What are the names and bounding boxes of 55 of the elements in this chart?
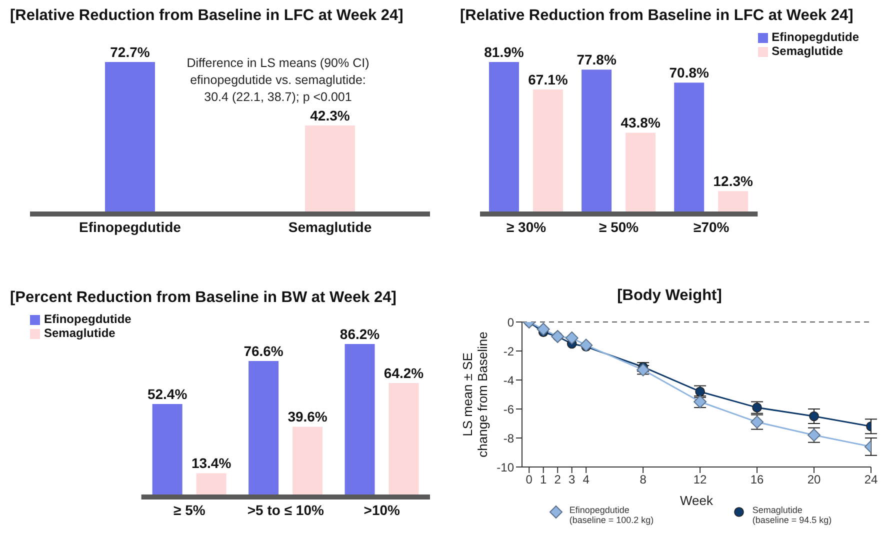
x-tick-label: 2: [554, 472, 562, 487]
data-label: 39.6%: [288, 408, 328, 425]
x-tick-label: Semaglutide: [288, 218, 372, 235]
x-tick-label: 1: [540, 472, 548, 487]
y-axis-title: LS mean ± SE change from Baseline: [460, 332, 490, 458]
legend-label: Semaglutide: [772, 44, 844, 58]
point: [536, 322, 550, 336]
data-label: 76.6%: [244, 343, 284, 360]
data-label: 70.8%: [669, 64, 710, 81]
x-tick-label: 4: [582, 472, 590, 487]
chart-title: [Relative Reduction from Baseline in LFC at Week 24]: [460, 7, 854, 24]
legend-label: Efinopegdutide: [772, 30, 859, 44]
data-label: 52.4%: [147, 386, 188, 402]
y-tick-label: -6: [503, 402, 514, 416]
x-tick-label: 24: [864, 472, 878, 487]
data-label: 72.7%: [110, 44, 150, 60]
data-label: 77.8%: [576, 52, 617, 68]
data-label: 64.2%: [384, 365, 424, 382]
data-label: 42.3%: [310, 108, 350, 124]
y-tick-label: -4: [503, 373, 514, 388]
legend-label: Efinopegdutide: [44, 312, 132, 326]
x-tick-label: 8: [640, 472, 647, 487]
chart-title: [Relative Reduction from Baseline in LFC at Week 24]: [9, 6, 404, 26]
x-tick-label: Efinopegdutide: [79, 218, 182, 235]
legend-label: Semaglutide (baseline = 94.5 kg): [752, 505, 832, 525]
x-tick-label: ≥ 50%: [599, 218, 640, 235]
data-label: 81.9%: [484, 44, 524, 60]
data-label: 43.8%: [620, 114, 661, 131]
point: [565, 331, 578, 344]
y-tick-label: -2: [503, 344, 514, 358]
x-tick-label: 16: [750, 472, 764, 487]
annotation: Difference in LS means (90% CI) efinopegdutide vs. semaglutide: 30.4 (22.1, 38.7); p <0.001: [186, 55, 370, 106]
data-label: 12.3%: [713, 173, 754, 190]
x-axis-title: Week: [680, 493, 714, 508]
x-tick-label: 20: [807, 472, 822, 487]
x-tick-label: ≥ 30%: [506, 218, 547, 235]
x-tick-label: >5 to ≤ 10%: [247, 502, 324, 518]
x-tick-label: 0: [526, 472, 533, 487]
x-tick-label: ≥ 5%: [174, 502, 206, 518]
point: [809, 411, 819, 422]
y-tick-label: -8: [503, 431, 514, 446]
legend-label: Semaglutide: [44, 326, 116, 340]
chart-title: [Body Weight]: [616, 286, 723, 306]
x-tick-label: 3: [568, 472, 576, 487]
chart-title: [Percent Reduction from Baseline in BW at Week 24]: [10, 289, 396, 306]
data-label: 13.4%: [191, 455, 232, 472]
x-tick-label: ≥70%: [694, 218, 730, 235]
legend-label: Efinopegdutide (baseline = 100.2 kg): [569, 505, 654, 525]
x-tick-label: >10%: [364, 502, 401, 518]
data-label: 67.1%: [528, 71, 568, 88]
y-tick-label: -10: [496, 460, 514, 474]
x-tick-label: 12: [693, 472, 708, 487]
point: [580, 338, 593, 352]
data-label: 86.2%: [340, 326, 380, 342]
y-tick-label: 0: [507, 315, 514, 330]
